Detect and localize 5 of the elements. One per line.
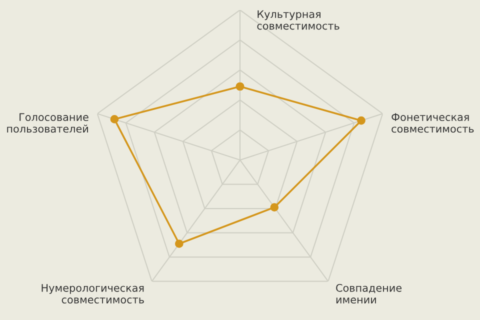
- spoke-label: Культурная совместимость: [257, 10, 340, 30]
- spoke-label: Голосование пользователей: [7, 113, 88, 133]
- spoke-label: Фонетическая совместимость: [392, 113, 474, 133]
- spoke-label: Совпадение имении: [336, 284, 402, 304]
- spoke-label: Нумерологическая совместимость: [42, 284, 144, 304]
